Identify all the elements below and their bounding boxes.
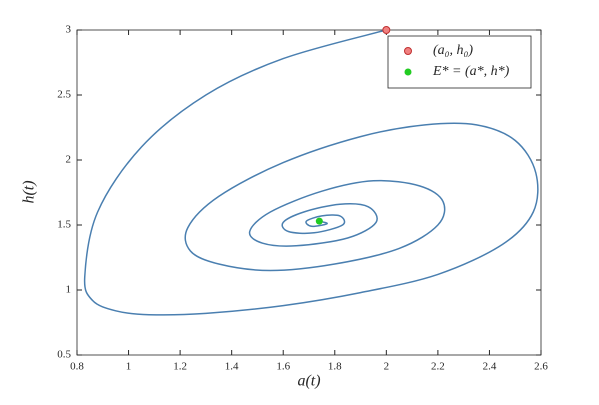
y-tick-label: 1: [66, 284, 72, 296]
y-axis-label: h(t): [21, 180, 38, 203]
y-tick-label: 2: [66, 154, 72, 166]
x-tick-label: 2.4: [483, 361, 497, 373]
legend: [387, 35, 532, 89]
legend-label: E* = (a*, h*): [432, 64, 510, 79]
trajectory: [83, 29, 539, 316]
x-tick-label: 1.8: [328, 361, 342, 373]
y-tick-label: 1.5: [57, 219, 71, 231]
x-tick-label: 1.4: [225, 361, 239, 373]
point: [315, 217, 323, 225]
x-tick-label: 1: [126, 361, 132, 373]
x-tick-label: 0.8: [70, 361, 84, 373]
y-tick-label: 0.5: [57, 349, 71, 361]
x-tick-label: 1.6: [276, 361, 290, 373]
y-tick-label: 2.5: [57, 89, 71, 101]
x-axis-label: a(t): [297, 373, 320, 390]
legend-label: (a₀, h₀): [433, 43, 473, 58]
legend-marker: [404, 47, 412, 55]
y-tick-label: 3: [66, 24, 72, 36]
x-tick-label: 2.2: [431, 361, 445, 373]
x-tick-label: 2: [384, 361, 390, 373]
legend-marker: [404, 68, 412, 76]
x-tick-label: 1.2: [173, 361, 187, 373]
x-tick-label: 2.6: [534, 361, 548, 373]
point: [382, 26, 391, 34]
